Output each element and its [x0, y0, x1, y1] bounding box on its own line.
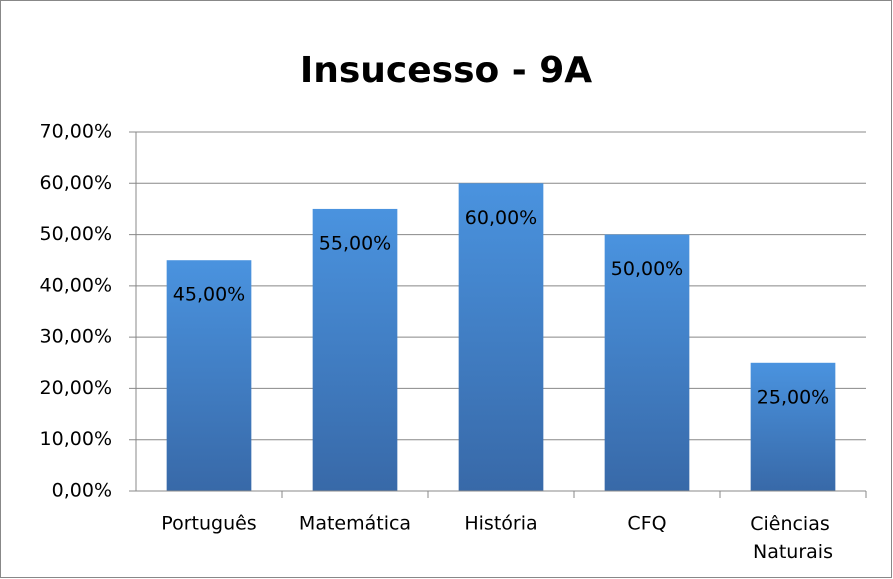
x-tick-label: Português [161, 513, 256, 535]
data-label: 50,00% [611, 258, 683, 280]
x-tick-label: CFQ [627, 513, 666, 535]
data-label: 45,00% [173, 284, 245, 306]
y-tick-label: 0,00% [52, 480, 112, 502]
y-tick-label: 10,00% [40, 428, 112, 450]
chart-title: Insucesso - 9A [300, 50, 592, 91]
bar [312, 208, 398, 491]
bar [750, 362, 836, 491]
bar [166, 260, 252, 491]
y-tick-label: 50,00% [40, 223, 112, 245]
y-tick-label: 40,00% [40, 274, 112, 296]
bar [458, 183, 544, 492]
bar [604, 234, 690, 492]
x-tick-label: Ciências Naturais [750, 513, 836, 563]
y-tick-label: 20,00% [40, 377, 112, 399]
x-tick-label: Matemática [299, 513, 411, 535]
x-tick-label: História [464, 513, 537, 535]
y-tick-label: 60,00% [40, 172, 112, 194]
data-label: 60,00% [465, 207, 537, 229]
y-tick-label: 30,00% [40, 326, 112, 348]
data-label: 25,00% [757, 386, 829, 408]
data-label: 55,00% [319, 232, 391, 254]
y-tick-label: 70,00% [40, 121, 112, 143]
